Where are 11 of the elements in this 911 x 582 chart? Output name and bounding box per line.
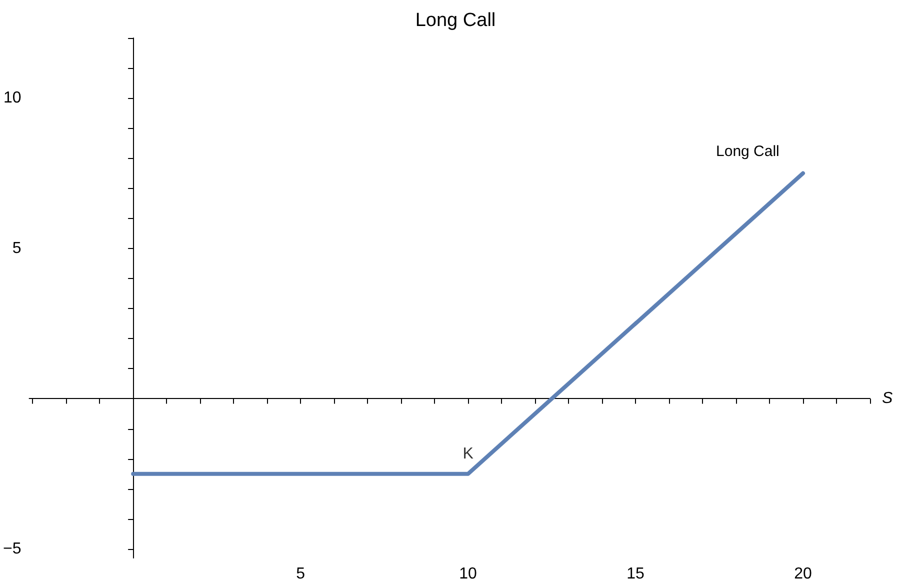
x-tick-label: 10 (459, 566, 478, 582)
chart-title: Long Call (415, 10, 496, 31)
y-tick-label: 10 (3, 90, 22, 107)
x-tick-label: 20 (794, 566, 812, 582)
x-tick-label: 5 (296, 566, 306, 582)
x-axis-title: S (882, 390, 893, 408)
y-tick-label: 5 (12, 240, 22, 257)
y-tick-label: −5 (2, 540, 22, 558)
x-tick-label: 15 (626, 566, 645, 582)
series-label: Long Call (716, 142, 780, 160)
annotation: K (462, 445, 474, 462)
